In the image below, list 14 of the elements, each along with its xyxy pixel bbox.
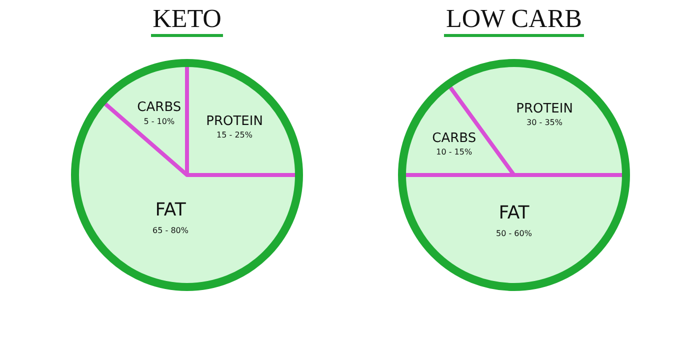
- slice-label: PROTEIN: [206, 114, 263, 129]
- slice-label: CARBS: [137, 100, 182, 116]
- text: 65 - 80%: [152, 226, 188, 236]
- slice-label: PROTEIN: [516, 102, 573, 116]
- text: 5 - 10%: [144, 116, 175, 126]
- slice-label: CARBS: [432, 130, 476, 146]
- chart-title: LOW CARB: [444, 4, 584, 37]
- chart-title: KETO: [150, 4, 224, 37]
- text: 15 - 25%: [216, 130, 252, 140]
- slice-label: FAT: [155, 200, 187, 221]
- text: 50 - 60%: [496, 229, 532, 238]
- text: 10 - 15%: [436, 148, 472, 157]
- text: 30 - 35%: [526, 118, 562, 128]
- slice-label: FAT: [498, 202, 530, 224]
